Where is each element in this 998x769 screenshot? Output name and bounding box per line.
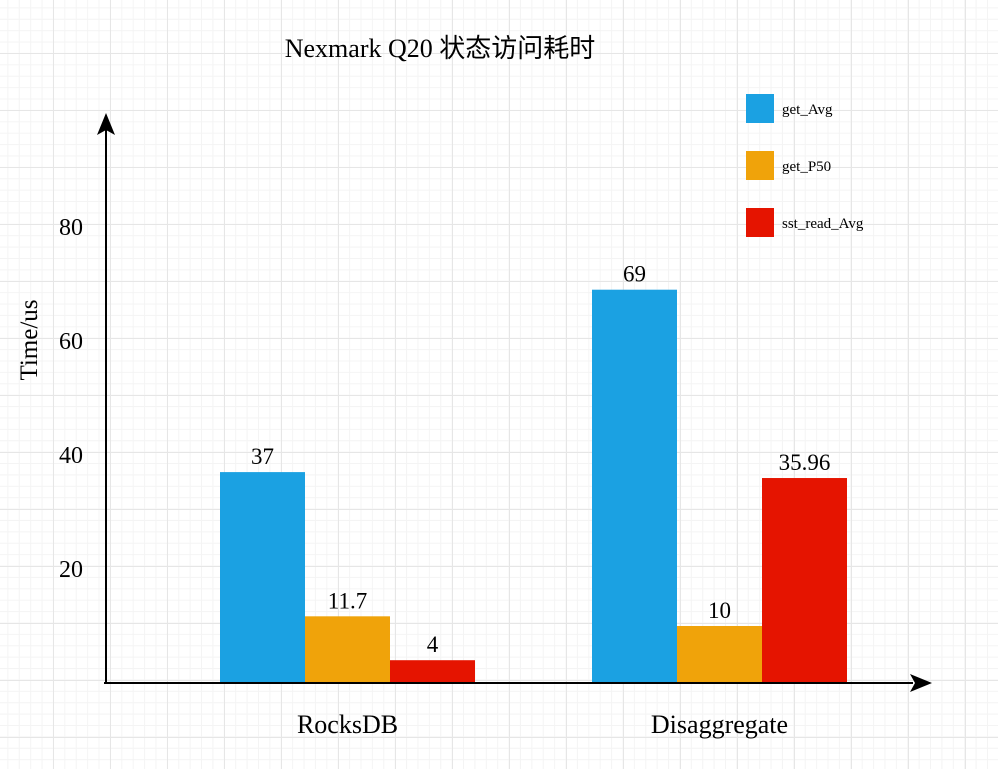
legend-swatch-sst_read_Avg bbox=[746, 208, 774, 237]
legend-swatch-get_Avg bbox=[746, 94, 774, 123]
bar-get_P50-Disaggregate bbox=[677, 626, 762, 683]
y-tick-label: 40 bbox=[59, 443, 83, 469]
bar-get_P50-RocksDB bbox=[305, 616, 390, 683]
legend-swatch-get_P50 bbox=[746, 151, 774, 180]
bars-layer bbox=[220, 289, 847, 683]
legend: get_Avg get_P50 sst_read_Avg bbox=[746, 94, 864, 237]
y-axis-arrow-icon bbox=[97, 113, 115, 135]
category-labels: RocksDB Disaggregate bbox=[297, 710, 788, 739]
bar-sst_read_Avg-Disaggregate bbox=[762, 478, 847, 683]
bar-get_Avg-RocksDB bbox=[220, 472, 305, 683]
chart-title: Nexmark Q20 状态访问耗时 bbox=[285, 34, 596, 63]
data-label: 4 bbox=[427, 632, 439, 657]
category-label: RocksDB bbox=[297, 710, 398, 739]
axes bbox=[97, 113, 932, 692]
bar-sst_read_Avg-RocksDB bbox=[390, 660, 475, 683]
bar-get_Avg-Disaggregate bbox=[592, 289, 677, 683]
data-label: 37 bbox=[251, 444, 274, 469]
x-axis-arrow-icon bbox=[910, 674, 932, 692]
legend-label: get_Avg bbox=[782, 102, 833, 118]
data-label: 11.7 bbox=[328, 588, 367, 613]
legend-label: sst_read_Avg bbox=[782, 216, 864, 232]
y-tick-label: 20 bbox=[59, 557, 83, 583]
data-label: 69 bbox=[623, 262, 646, 287]
y-tick-labels: 20 40 60 80 bbox=[59, 215, 83, 583]
y-axis-label: Time/us bbox=[16, 299, 43, 380]
category-label: Disaggregate bbox=[651, 710, 788, 739]
y-tick-label: 60 bbox=[59, 329, 83, 355]
data-label: 35.96 bbox=[779, 450, 831, 475]
y-tick-label: 80 bbox=[59, 215, 83, 241]
data-label: 10 bbox=[708, 598, 731, 623]
legend-label: get_P50 bbox=[782, 159, 831, 175]
data-labels-layer: 37 11.7 4 69 10 35.96 bbox=[251, 262, 830, 658]
